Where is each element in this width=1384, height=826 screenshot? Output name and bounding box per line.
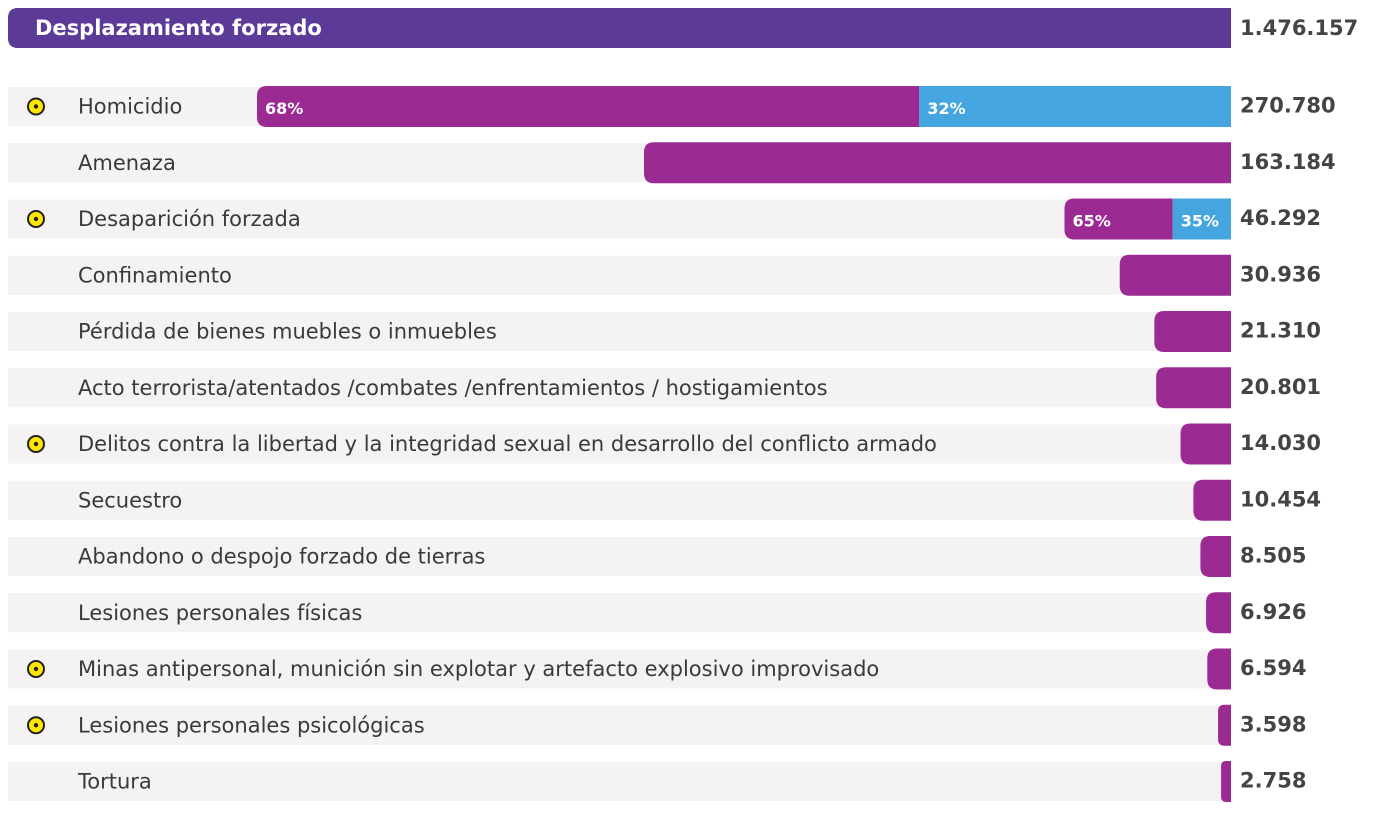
- category-label: Lesiones personales físicas: [78, 601, 362, 625]
- value-label: 3.598: [1240, 712, 1306, 736]
- highlight-icon-dot: [33, 441, 39, 447]
- category-label: Secuestro: [78, 488, 182, 512]
- row-background: [8, 705, 1231, 745]
- row-background: [8, 199, 1231, 239]
- category-label: Acto terrorista/atentados /combates /enf…: [78, 376, 828, 400]
- row-background: [8, 593, 1231, 633]
- row-background: [8, 537, 1231, 576]
- value-label: 10.454: [1240, 487, 1321, 511]
- value-label: 8.505: [1240, 544, 1306, 568]
- value-label: 21.310: [1240, 319, 1321, 343]
- share-label: 35%: [1181, 212, 1219, 231]
- value-label: 6.926: [1240, 600, 1306, 624]
- bar-segment: [1172, 198, 1231, 240]
- row-background: [8, 368, 1231, 408]
- header-value: 1.476.157: [1240, 16, 1358, 40]
- highlight-icon-dot: [33, 666, 39, 672]
- row-background: [8, 480, 1231, 520]
- bar: [1193, 479, 1231, 521]
- value-label: 14.030: [1240, 431, 1321, 455]
- value-label: 270.780: [1240, 94, 1336, 118]
- category-label: Amenaza: [78, 151, 176, 175]
- value-label: 20.801: [1240, 375, 1321, 399]
- value-label: 46.292: [1240, 206, 1321, 230]
- row-background: [8, 649, 1231, 689]
- header-label: Desplazamiento forzado: [35, 16, 322, 40]
- header-bar: [8, 8, 1231, 48]
- category-label: Minas antipersonal, munición sin explota…: [78, 657, 879, 681]
- category-label: Delitos contra la libertad y la integrid…: [78, 432, 937, 456]
- highlight-icon-dot: [33, 216, 39, 222]
- category-label: Confinamiento: [78, 263, 232, 287]
- bar-segment: [919, 86, 1231, 127]
- bar: [1154, 311, 1231, 352]
- bar-segment: [256, 86, 920, 127]
- share-label: 65%: [1072, 212, 1110, 231]
- bar: [644, 142, 1231, 184]
- bar: [1218, 704, 1231, 746]
- bar: [1221, 761, 1231, 802]
- category-label: Abandono o despojo forzado de tierras: [78, 545, 485, 569]
- share-label: 68%: [265, 99, 303, 118]
- bar: [1156, 367, 1231, 409]
- bar: [1207, 648, 1231, 690]
- highlight-icon-dot: [33, 104, 39, 109]
- category-label: Tortura: [77, 770, 152, 794]
- share-label: 32%: [927, 99, 965, 118]
- bar-segment: [1064, 198, 1173, 240]
- row-background: [8, 424, 1231, 464]
- value-label: 2.758: [1240, 769, 1306, 793]
- category-label: Desaparición forzada: [78, 207, 301, 231]
- row-background: [8, 255, 1231, 295]
- value-label: 6.594: [1240, 656, 1306, 680]
- category-label: Homicidio: [78, 95, 182, 119]
- bar: [1206, 592, 1231, 634]
- row-background: [8, 312, 1231, 351]
- category-label: Lesiones personales psicológicas: [78, 713, 425, 737]
- category-label: Pérdida de bienes muebles o inmuebles: [78, 320, 497, 344]
- value-label: 163.184: [1240, 150, 1336, 174]
- highlight-icon-dot: [33, 723, 39, 728]
- bar: [1119, 254, 1231, 296]
- bar: [1180, 423, 1231, 465]
- bar: [1200, 536, 1231, 577]
- row-background: [8, 762, 1231, 801]
- value-label: 30.936: [1240, 262, 1321, 286]
